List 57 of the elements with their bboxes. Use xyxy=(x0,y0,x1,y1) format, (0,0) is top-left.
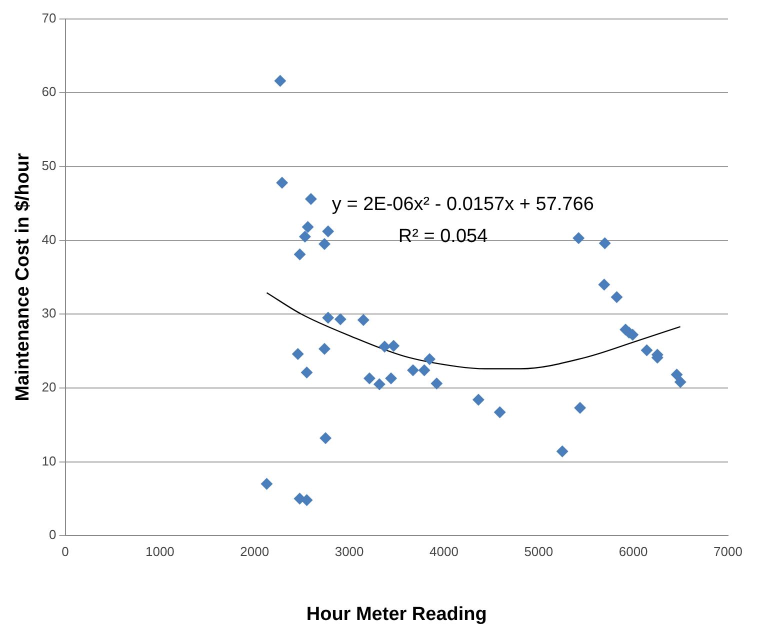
y-axis-title: Maintenance Cost in $/hour xyxy=(12,152,34,402)
point xyxy=(363,372,376,384)
y-tick-label: 70 xyxy=(42,10,56,26)
point xyxy=(572,232,585,244)
point xyxy=(334,313,346,326)
x-tick-label: 7000 xyxy=(714,544,742,559)
point xyxy=(407,364,420,376)
point xyxy=(556,445,568,458)
x-tick-label: 5000 xyxy=(524,544,554,559)
point xyxy=(357,314,370,326)
point xyxy=(302,220,314,233)
point xyxy=(300,366,313,378)
point xyxy=(274,74,286,87)
point xyxy=(574,402,586,414)
point xyxy=(640,344,653,356)
point xyxy=(494,406,506,418)
point xyxy=(318,238,330,250)
point xyxy=(320,432,332,444)
point xyxy=(598,278,610,291)
y-tick-label: 60 xyxy=(42,84,56,100)
point xyxy=(472,394,484,406)
point xyxy=(378,340,391,353)
point xyxy=(385,372,398,384)
point xyxy=(430,378,443,390)
y-tick-label: 10 xyxy=(42,453,56,468)
y-tick-label: 0 xyxy=(49,527,56,542)
y-tick-label: 30 xyxy=(42,306,56,321)
point xyxy=(322,312,334,324)
y-tick-label: 20 xyxy=(42,380,56,395)
point xyxy=(260,478,273,490)
point xyxy=(598,237,611,250)
point xyxy=(318,342,330,355)
line-series xyxy=(266,292,681,370)
point xyxy=(418,364,430,376)
point xyxy=(298,230,311,243)
point xyxy=(322,225,334,238)
point xyxy=(670,368,683,381)
x-tick-label: 6000 xyxy=(618,544,648,559)
annotation: R² = 0.054 xyxy=(398,226,488,248)
point xyxy=(373,378,386,390)
point xyxy=(424,353,436,366)
x-tick-label: 2000 xyxy=(240,544,270,559)
annotation: y = 2E-06x² - 0.0157x + 57.766 xyxy=(332,194,594,216)
x-tick-label: 3000 xyxy=(334,544,364,559)
x-tick-label: 4000 xyxy=(430,544,458,559)
y-tick-label: 50 xyxy=(42,158,56,174)
point xyxy=(610,291,623,304)
point xyxy=(292,348,304,360)
x-tick-label: 0 xyxy=(62,544,69,559)
point xyxy=(276,176,288,189)
x-axis-title: Hour Meter Reading xyxy=(306,604,487,625)
point xyxy=(388,340,400,352)
y-tick-label: 40 xyxy=(42,232,56,247)
x-tick-label: 1000 xyxy=(145,544,174,559)
point xyxy=(294,248,306,260)
point xyxy=(674,376,686,388)
point xyxy=(304,192,317,205)
